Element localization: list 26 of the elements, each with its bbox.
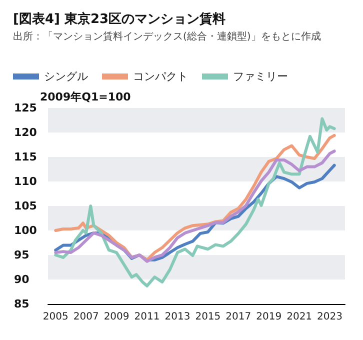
y-tick-label: 105 <box>14 200 37 212</box>
x-tick-label: 2013 <box>164 312 190 322</box>
x-tick-label: 2007 <box>73 312 99 322</box>
legend-label: ファミリー <box>233 70 288 83</box>
y-axis-title: 2009年Q1=100 <box>40 90 132 104</box>
y-tick-label: 85 <box>14 298 30 310</box>
x-tick-label: 2019 <box>256 312 282 322</box>
x-tick-label: 2009 <box>104 312 130 322</box>
y-tick-label: 110 <box>14 175 38 188</box>
chart-subtitle: 出所：「マンション賃料インデックス(総合・連鎖型)」をもとに作成 <box>13 30 321 42</box>
legend-label: シングル <box>44 70 88 83</box>
line-series <box>54 117 336 288</box>
y-tick-label: 125 <box>14 102 37 114</box>
x-tick-label: 2005 <box>42 312 68 322</box>
x-tick-label: 2021 <box>286 312 312 322</box>
y-tick-label: 95 <box>14 248 30 262</box>
x-tick-label: 2011 <box>134 312 160 322</box>
chart-title: [図表4] 東京23区のマンション賃料 <box>13 11 226 27</box>
y-tick-label: 115 <box>14 150 37 164</box>
x-tick-label: 2023 <box>317 312 342 322</box>
y-tick-label: 100 <box>14 224 38 237</box>
x-tick-label: 2017 <box>226 312 252 322</box>
x-tick-label: 2015 <box>195 312 221 322</box>
y-tick-label: 90 <box>14 273 30 286</box>
y-tick-label: 120 <box>14 126 38 139</box>
legend-label: コンパクト <box>133 70 188 83</box>
